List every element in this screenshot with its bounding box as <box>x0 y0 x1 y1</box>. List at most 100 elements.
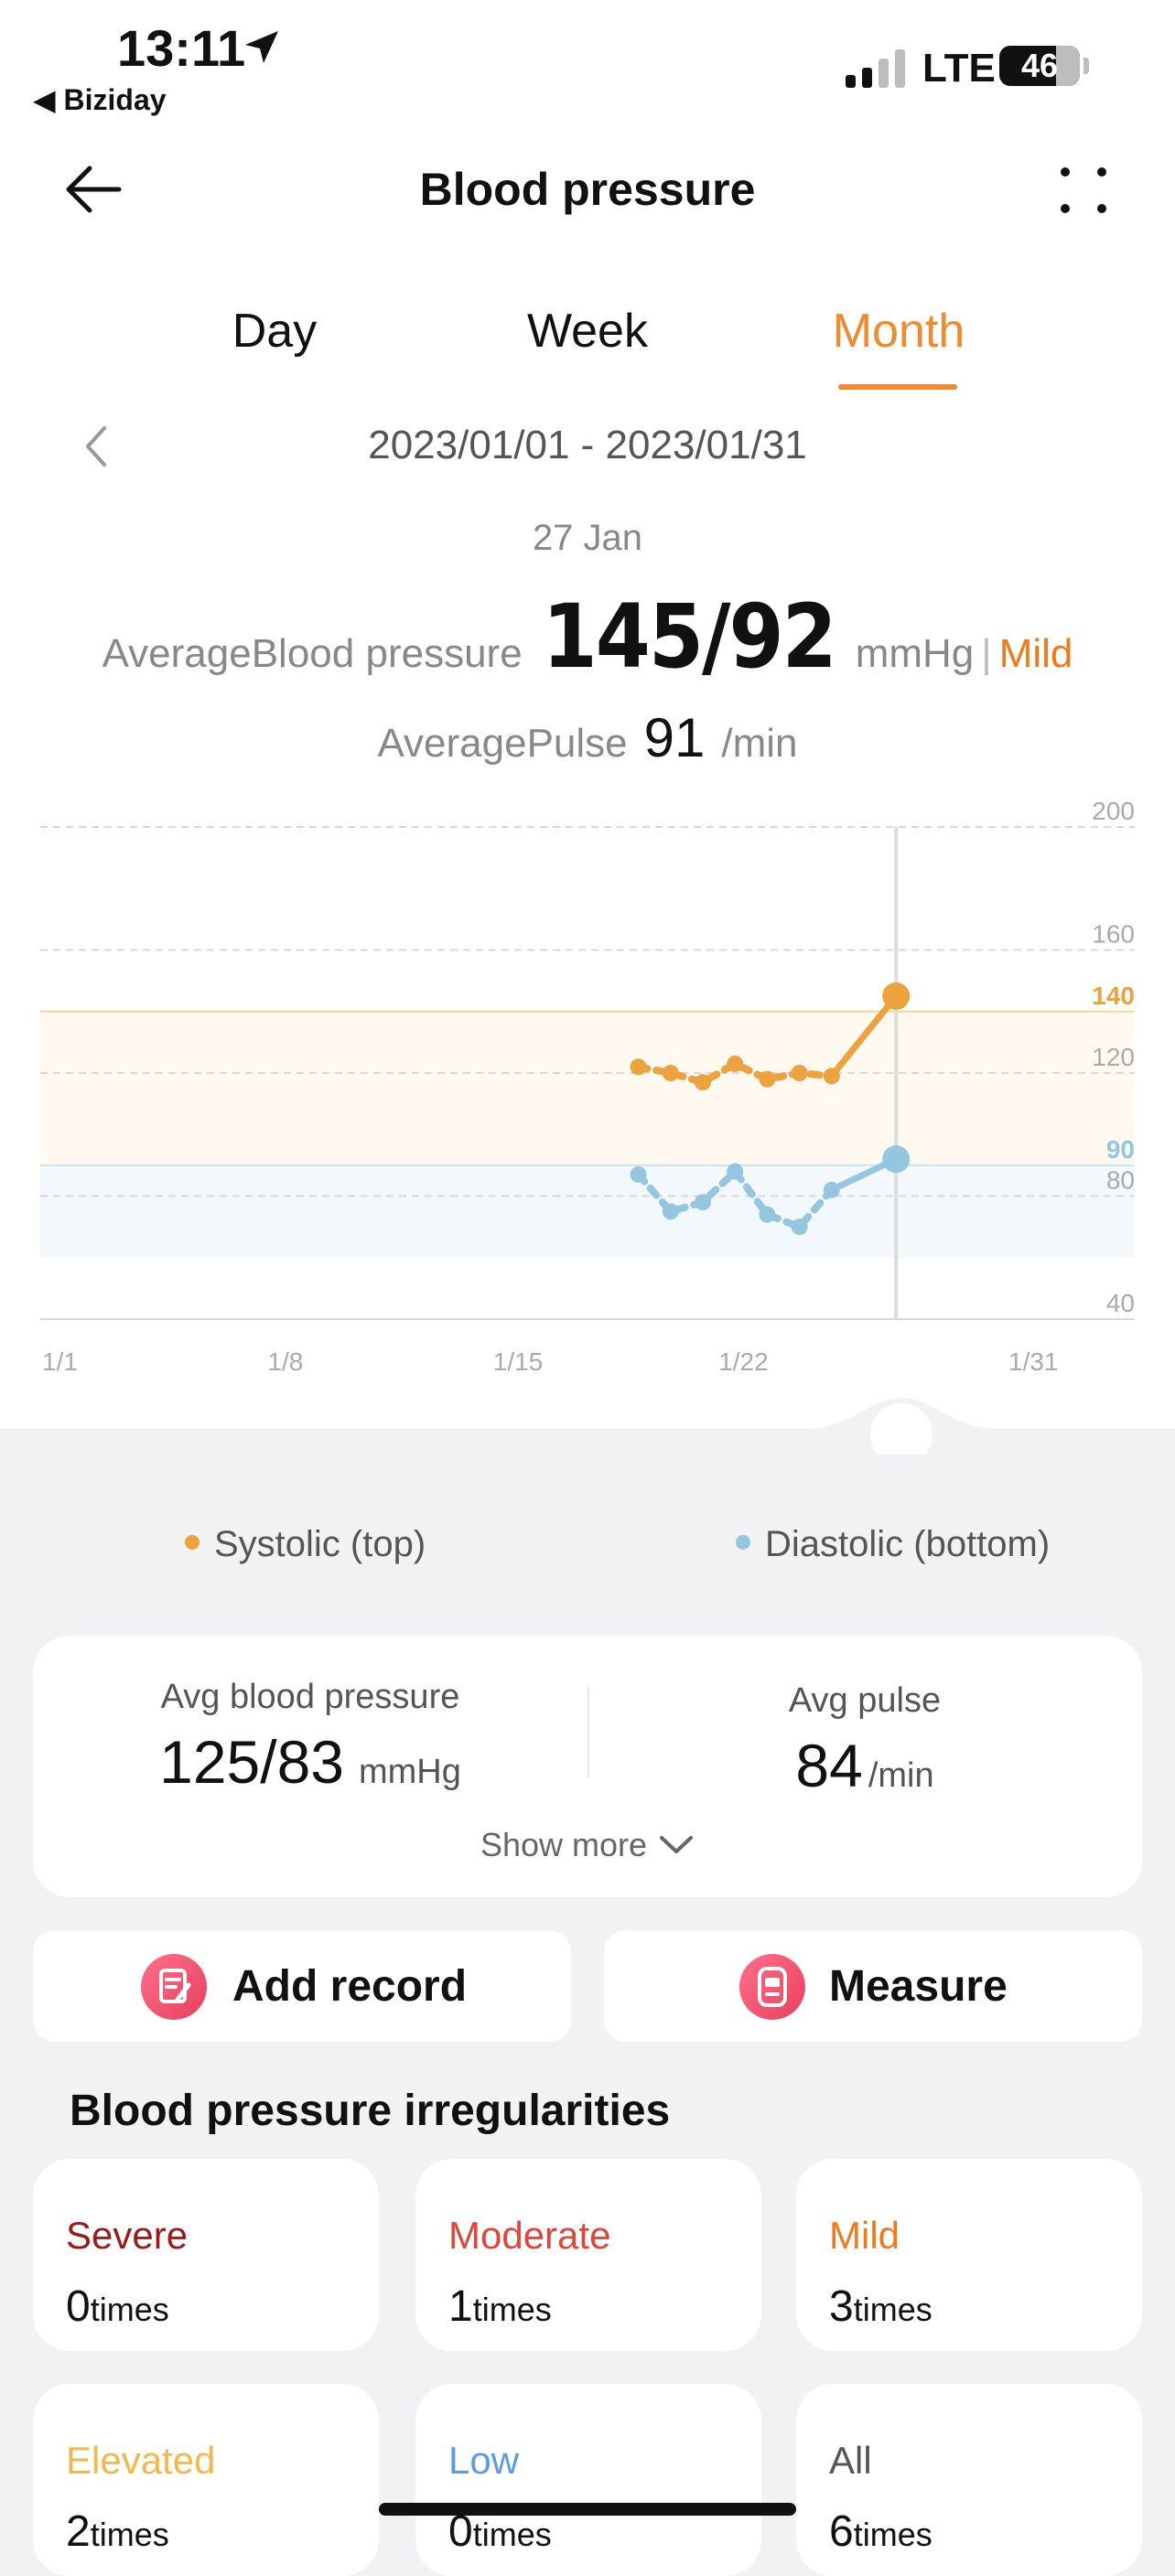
systolic-point <box>882 982 911 1010</box>
irregularity-tile-severe[interactable]: Severe 0times <box>33 2159 379 2351</box>
systolic-point <box>823 1068 840 1085</box>
avg-bp-value: 125/83 <box>159 1728 344 1796</box>
tab-month[interactable]: Month <box>832 305 965 358</box>
divider <box>588 1687 589 1778</box>
diastolic-point <box>695 1194 711 1211</box>
location-arrow-icon <box>245 31 278 63</box>
irregularity-tile-low[interactable]: Low 0times <box>415 2384 761 2576</box>
battery-level: 46 <box>1020 47 1059 84</box>
systolic-point <box>695 1074 711 1091</box>
separator: | <box>981 631 992 676</box>
irregularity-tile-elevated[interactable]: Elevated 2times <box>33 2384 379 2576</box>
legend-systolic: Systolic (top) <box>185 1524 426 1565</box>
measure-button[interactable]: Measure <box>604 1930 1142 2042</box>
bp-category: Mild <box>998 631 1073 676</box>
add-record-button[interactable]: Add record <box>33 1930 571 2042</box>
y-tick-label: 40 <box>1106 1289 1135 1317</box>
systolic-point <box>727 1055 744 1072</box>
show-more-button[interactable]: Show more <box>33 1826 1142 1864</box>
band-systolic-normal <box>40 1011 1135 1165</box>
date-range: 2023/01/01 - 2023/01/31 <box>368 423 807 467</box>
network-type: LTE <box>922 46 996 91</box>
y-tick-label: 200 <box>1092 797 1135 825</box>
y-tick-label: 120 <box>1092 1043 1135 1071</box>
show-more-label: Show more <box>480 1826 648 1863</box>
irregularity-tile-all[interactable]: All 6times <box>796 2384 1142 2576</box>
tile-count: 6 <box>829 2507 854 2556</box>
summary-card: Avg blood pressure 125/83 mmHg Avg pulse … <box>33 1636 1142 1897</box>
diastolic-point <box>630 1165 647 1183</box>
avg-pulse-value: 84 <box>795 1732 863 1799</box>
add-record-label: Add record <box>232 1962 468 2011</box>
systolic-point <box>662 1065 679 1081</box>
average-bp-row: AverageBlood pressure 145/92 mmHg | Mild <box>0 585 1175 688</box>
avg-bp-label: Avg blood pressure <box>160 1678 460 1716</box>
diastolic-point <box>882 1145 911 1174</box>
avg-pulse-unit: /min <box>868 1756 934 1795</box>
average-pulse-row: AveragePulse 91/min <box>0 706 1175 769</box>
tile-name: Low <box>448 2439 520 2482</box>
tile-unit: times <box>853 2291 932 2328</box>
systolic-dot-icon <box>185 1535 199 1551</box>
systolic-point <box>630 1058 647 1076</box>
chart-scrubber-handle-area <box>0 1398 1175 1454</box>
more-options-icon[interactable] <box>1058 165 1109 216</box>
systolic-point <box>759 1070 776 1088</box>
tile-unit: times <box>472 2516 552 2553</box>
average-pulse-label: AveragePulse <box>377 721 628 766</box>
tile-unit: times <box>90 2291 169 2328</box>
average-bp-unit: mmHg <box>855 631 975 676</box>
x-tick-label: 1/31 <box>1008 1347 1059 1372</box>
systolic-point <box>791 1065 808 1081</box>
avg-pulse: 84/min <box>588 1731 1142 1800</box>
tile-unit: times <box>90 2516 169 2553</box>
selected-date: 27 Jan <box>532 518 643 558</box>
back-to-app-link[interactable]: ◀ Biziday <box>33 83 167 116</box>
x-tick-label: 1/8 <box>267 1347 303 1372</box>
watch-icon <box>739 1954 805 2020</box>
x-tick-label: 1/1 <box>42 1347 78 1372</box>
page-title: Blood pressure <box>419 164 756 215</box>
cellular-signal-icon <box>846 49 905 88</box>
average-bp-value: 145/92 <box>542 585 837 688</box>
x-tick-label: 1/15 <box>493 1347 544 1372</box>
y-tick-label: 80 <box>1106 1166 1135 1195</box>
tab-week[interactable]: Week <box>527 305 648 358</box>
tile-name: Elevated <box>66 2439 216 2482</box>
irregularity-tile-mild[interactable]: Mild 3times <box>796 2159 1142 2351</box>
irregularities-title: Blood pressure irregularities <box>70 2087 671 2135</box>
systolic-line-segment <box>828 993 900 1079</box>
tile-name: All <box>829 2439 872 2482</box>
diastolic-point <box>823 1181 840 1198</box>
y-tick-label: 90 <box>1106 1135 1135 1164</box>
tile-name: Severe <box>66 2214 189 2257</box>
tile-count: 0 <box>66 2282 91 2331</box>
legend-diastolic-label: Diastolic (bottom) <box>765 1524 1051 1564</box>
diastolic-dot-icon <box>736 1535 750 1551</box>
legend-systolic-label: Systolic (top) <box>214 1524 426 1564</box>
tile-count: 3 <box>829 2282 854 2331</box>
tab-day[interactable]: Day <box>232 305 318 358</box>
tile-name: Mild <box>829 2214 900 2257</box>
home-indicator[interactable] <box>379 2503 796 2516</box>
avg-bp: 125/83 mmHg <box>33 1727 588 1797</box>
tile-unit: times <box>472 2291 552 2328</box>
tile-count: 2 <box>66 2507 91 2556</box>
x-tick-label: 1/22 <box>718 1347 769 1372</box>
add-record-icon <box>141 1954 207 2020</box>
battery-icon: 46 <box>999 46 1080 86</box>
average-pulse-unit: /min <box>721 721 798 766</box>
previous-period-chevron-icon[interactable] <box>79 423 115 470</box>
tile-unit: times <box>853 2516 932 2553</box>
chart-scrubber-knob[interactable] <box>870 1403 932 1454</box>
diastolic-point <box>759 1206 776 1223</box>
diastolic-point <box>791 1218 808 1236</box>
irregularity-tile-moderate[interactable]: Moderate 1times <box>415 2159 761 2351</box>
avg-bp-unit: mmHg <box>358 1753 461 1791</box>
average-bp-label: AverageBlood pressure <box>102 631 523 676</box>
y-tick-label: 160 <box>1092 920 1135 949</box>
back-arrow-icon[interactable] <box>60 156 128 223</box>
diastolic-point <box>662 1203 679 1220</box>
status-time: 13:11 <box>117 19 246 77</box>
